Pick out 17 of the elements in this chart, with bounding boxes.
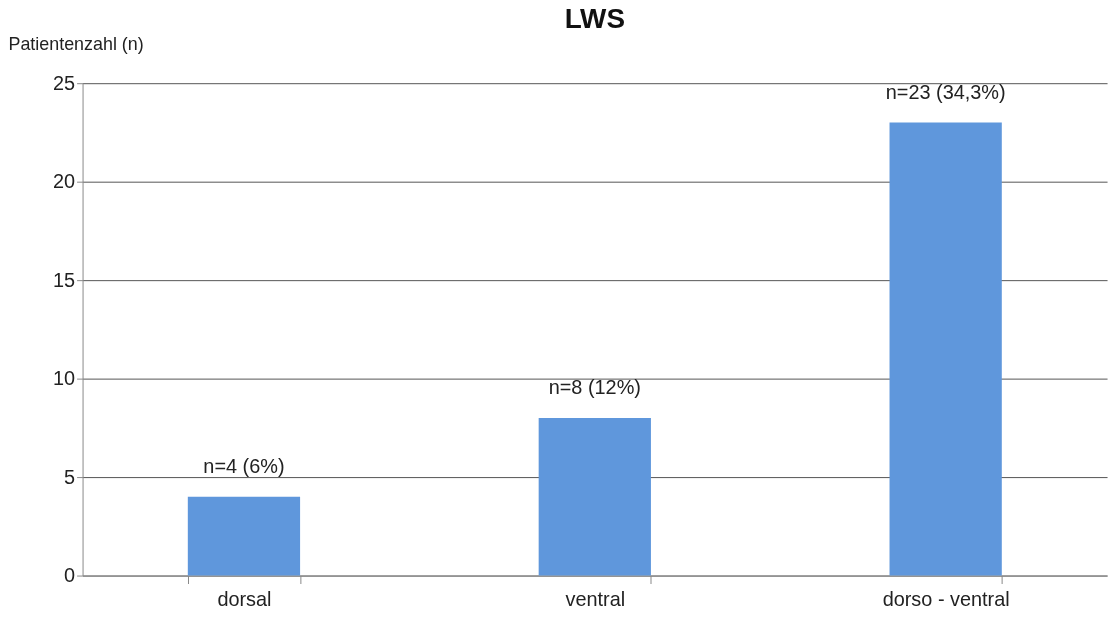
y-tick-label: 20 bbox=[52, 170, 76, 193]
bar bbox=[538, 418, 651, 576]
y-tick-label: 5 bbox=[64, 465, 76, 488]
data-label: n=4 (6%) bbox=[203, 454, 285, 477]
x-tick-label: ventral bbox=[565, 587, 626, 610]
chart-title: LWS bbox=[564, 2, 625, 34]
bar bbox=[187, 496, 301, 576]
y-tick-label: 10 bbox=[52, 367, 76, 390]
y-tick-label: 0 bbox=[64, 564, 76, 587]
data-label: n=8 (12%) bbox=[548, 376, 641, 399]
data-label: n=23 (34,3%) bbox=[885, 80, 1006, 103]
y-axis-title: Patientenzahl (n) bbox=[8, 33, 144, 54]
bar bbox=[889, 122, 1002, 576]
x-tick-label: dorsal bbox=[217, 587, 272, 610]
y-tick-label: 15 bbox=[52, 268, 76, 291]
y-tick-label: 25 bbox=[52, 71, 76, 94]
x-tick-label: dorso - ventral bbox=[882, 587, 1010, 610]
